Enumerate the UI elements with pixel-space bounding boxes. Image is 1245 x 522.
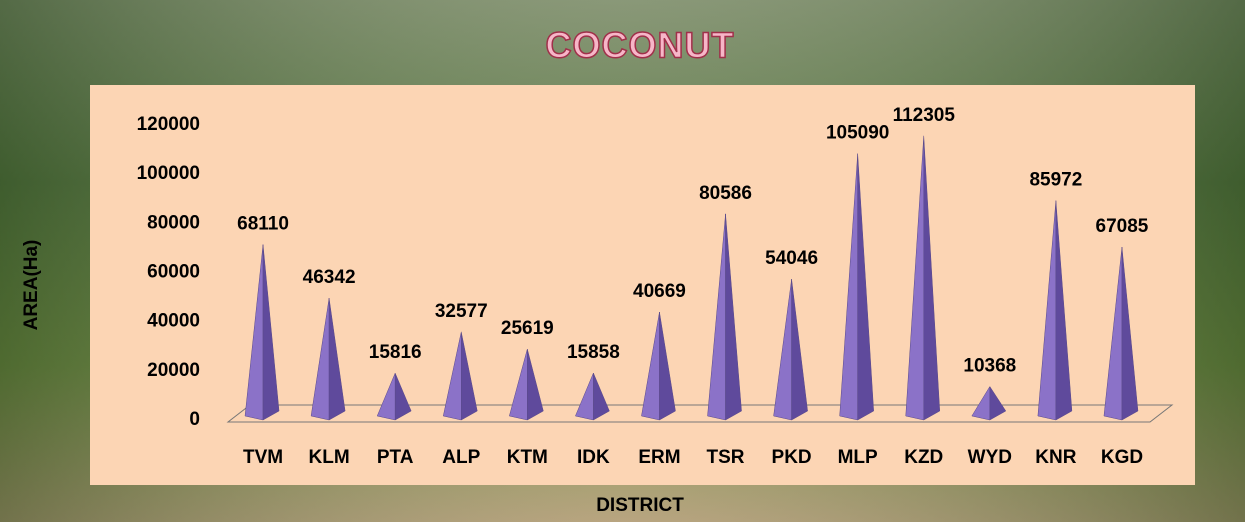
data-label: 67085 (1096, 216, 1149, 237)
y-tick-label: 100000 (137, 163, 200, 184)
pyramid-face (923, 135, 941, 421)
pyramid-face (394, 373, 412, 421)
pyramid (310, 298, 346, 421)
x-tick-label: KTM (507, 447, 548, 468)
pyramid (839, 153, 874, 421)
pyramid (905, 135, 941, 421)
y-tick-label: 0 (189, 409, 200, 430)
pyramid (376, 373, 412, 421)
x-tick-label: TSR (707, 447, 745, 468)
x-tick-label: KZD (904, 447, 943, 468)
pyramid (971, 385, 1007, 421)
x-axis-label: DISTRICT (596, 495, 684, 516)
data-label: 80586 (699, 183, 752, 204)
data-label: 85972 (1029, 170, 1082, 191)
y-tick-label: 40000 (147, 311, 200, 332)
x-tick-label: IDK (577, 447, 610, 468)
data-label: 10368 (963, 356, 1016, 377)
x-tick-label: KNR (1035, 447, 1076, 468)
data-label: 46342 (303, 267, 356, 288)
pyramid-face (1121, 247, 1139, 421)
pyramid-face (1055, 200, 1073, 421)
y-tick-label: 60000 (147, 262, 200, 283)
x-tick-label: KLM (309, 447, 350, 468)
pyramid-face (659, 311, 676, 421)
pyramid-face (461, 331, 478, 421)
chart-title: COCONUT (546, 25, 735, 66)
floor (226, 404, 1174, 423)
data-label: 105090 (826, 123, 889, 144)
data-label: 15858 (567, 342, 620, 363)
y-tick-label: 20000 (147, 360, 200, 381)
pyramid-face (989, 385, 1007, 421)
pyramid-face (593, 372, 610, 421)
pyramid-face (328, 298, 346, 421)
x-tick-label: TVM (243, 447, 283, 468)
pyramid (442, 331, 478, 421)
pyramid (707, 213, 742, 421)
pyramid-face (791, 279, 808, 421)
x-tick-label: PTA (377, 447, 414, 468)
x-tick-label: ERM (638, 447, 680, 468)
pyramid (244, 244, 280, 421)
y-axis-label: AREA(Ha) (21, 240, 42, 331)
x-tick-label: PKD (772, 447, 812, 468)
pyramid (509, 348, 544, 421)
data-label: 54046 (765, 248, 818, 269)
pyramid-face (725, 213, 742, 421)
pyramid (1037, 200, 1073, 421)
data-label: 112305 (893, 105, 956, 126)
x-tick-label: ALP (442, 447, 480, 468)
y-tick-label: 80000 (147, 212, 200, 233)
x-tick-label: WYD (968, 447, 1012, 468)
y-tick-label: 120000 (137, 114, 200, 135)
pyramid (641, 311, 676, 421)
pyramid-face (527, 348, 544, 421)
pyramid-face (857, 153, 874, 421)
data-label: 40669 (633, 281, 686, 302)
data-label: 32577 (435, 301, 488, 322)
pyramid (773, 279, 808, 421)
x-tick-label: KGD (1101, 447, 1143, 468)
data-label: 68110 (237, 214, 289, 235)
data-label: 15816 (369, 342, 422, 363)
pyramid-face (262, 244, 280, 421)
data-label: 25619 (501, 318, 554, 339)
pyramid (575, 372, 610, 421)
x-tick-label: MLP (838, 447, 878, 468)
pyramid (1103, 247, 1139, 421)
